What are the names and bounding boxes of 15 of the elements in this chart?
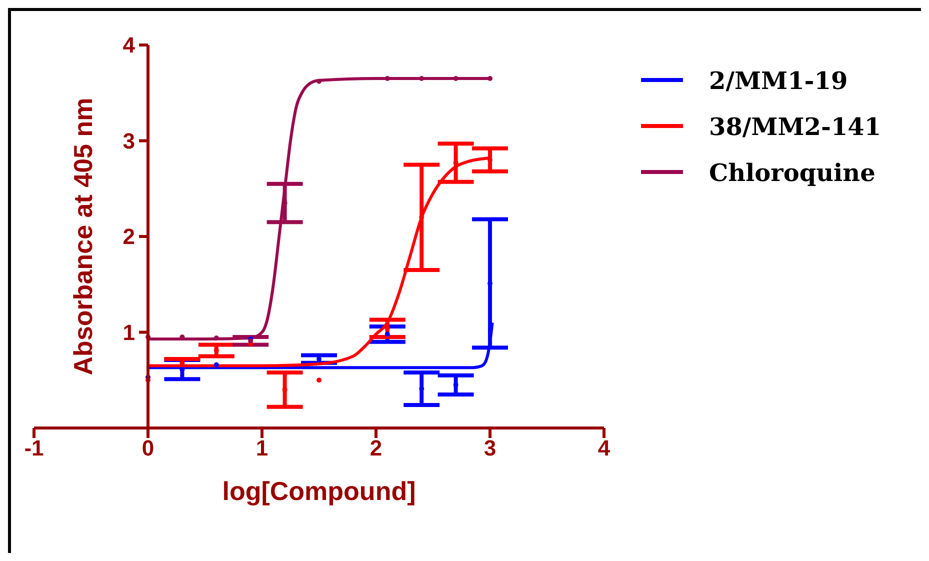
legend-label: 38/MM2-141 xyxy=(709,112,882,140)
x-tick-label: 0 xyxy=(142,436,154,461)
y-tick-label: 1 xyxy=(122,320,135,345)
y-tick-label: 3 xyxy=(122,128,135,154)
x-tick-label: 3 xyxy=(484,436,496,461)
x-axis-title: log[Compound] xyxy=(222,476,416,506)
x-tick-label: 4 xyxy=(598,436,611,461)
y-axis-title: Absorbance at 405 nm xyxy=(68,98,98,376)
y-tick-label: 4 xyxy=(122,32,136,58)
legend-label: 2/MM1-19 xyxy=(709,66,848,94)
legend-label: Chloroquine xyxy=(709,158,876,186)
y-tick-label: 2 xyxy=(122,224,135,250)
x-tick-label: -1 xyxy=(24,436,44,461)
x-tick-label: 1 xyxy=(256,436,268,461)
x-tick-label: 2 xyxy=(370,436,382,461)
